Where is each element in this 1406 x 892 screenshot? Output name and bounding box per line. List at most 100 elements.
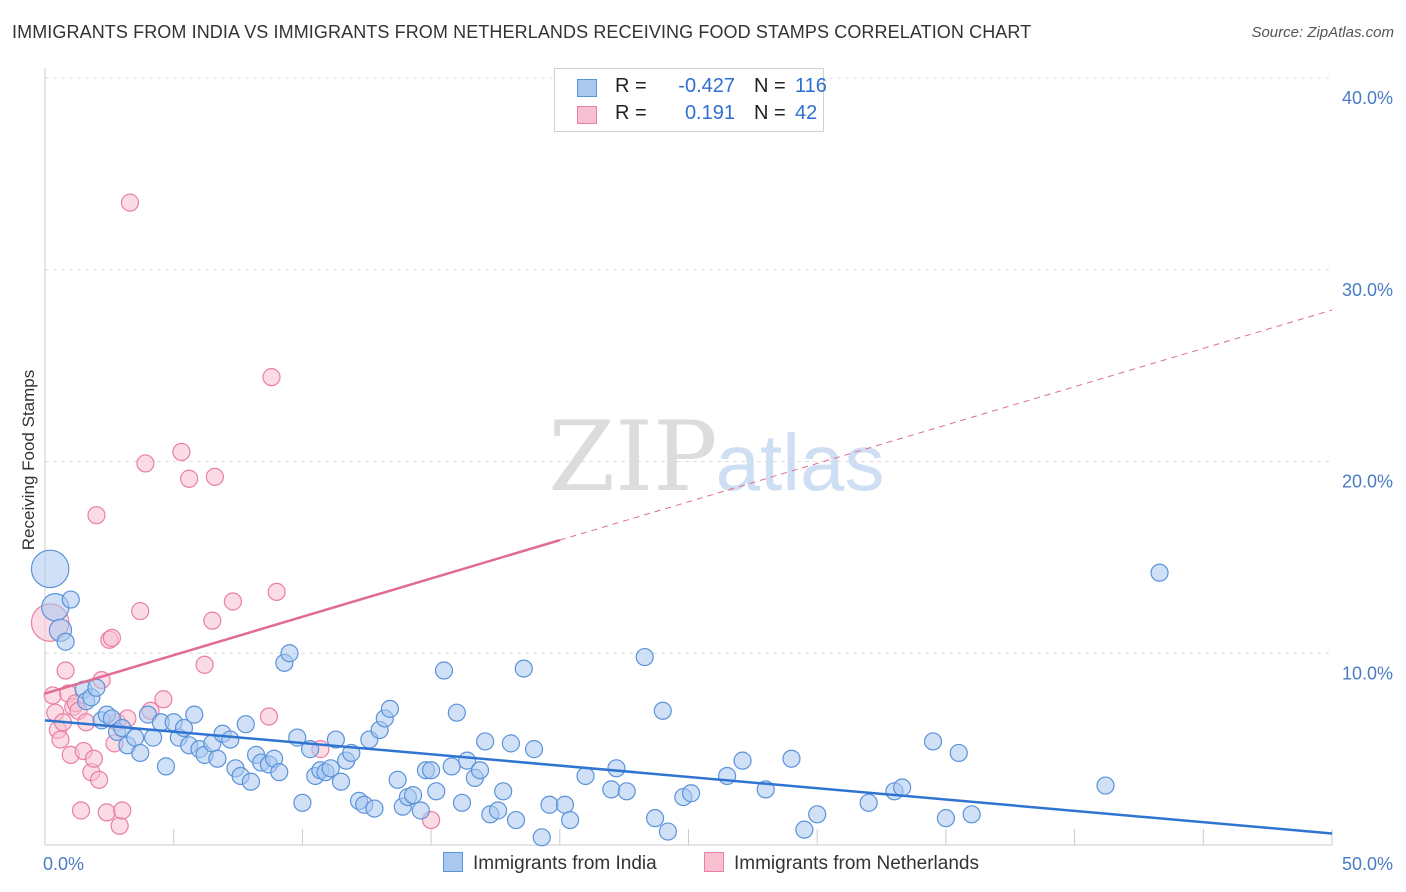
india-point bbox=[208, 749, 227, 768]
netherlands-point bbox=[97, 803, 116, 822]
netherlands-point bbox=[71, 801, 91, 820]
india-point bbox=[447, 703, 466, 722]
legend-n-value: 116 bbox=[795, 75, 827, 97]
india-point bbox=[280, 644, 299, 663]
india-point bbox=[488, 801, 508, 820]
watermark-zip: ZIP bbox=[548, 401, 717, 513]
bottom-legend-netherlands: Immigrants from Netherlands bbox=[704, 852, 979, 875]
india-point bbox=[56, 632, 75, 651]
india-point bbox=[681, 784, 701, 803]
india-point bbox=[185, 705, 204, 724]
india-point bbox=[30, 549, 70, 589]
legend-label-netherlands: Immigrants from Netherlands bbox=[734, 853, 979, 874]
netherlands-point bbox=[84, 749, 104, 768]
axes bbox=[44, 68, 1333, 846]
india-point bbox=[501, 734, 520, 753]
netherlands-point bbox=[180, 469, 199, 488]
netherlands-point bbox=[51, 730, 70, 749]
india-point bbox=[540, 795, 559, 814]
india-point bbox=[144, 728, 163, 747]
y-tick-label: 30.0% bbox=[1342, 280, 1393, 300]
legend-n-label: N = bbox=[754, 102, 786, 124]
legend-r-label: R = bbox=[615, 75, 647, 97]
netherlands-point bbox=[259, 707, 279, 726]
india-point bbox=[422, 761, 441, 780]
legend-r-value: -0.427 bbox=[678, 75, 735, 97]
india-point bbox=[560, 810, 580, 830]
y-axis-label: Receiving Food Stamps bbox=[19, 370, 38, 550]
india-point bbox=[532, 828, 551, 847]
india-point bbox=[476, 732, 495, 751]
netherlands-point bbox=[110, 816, 129, 835]
india-point bbox=[241, 772, 261, 791]
india-point bbox=[893, 778, 912, 797]
watermark: ZIP atlas bbox=[548, 401, 884, 513]
legend-r-label: R = bbox=[615, 102, 647, 124]
netherlands-point bbox=[89, 770, 109, 789]
y-tick-label: 40.0% bbox=[1342, 88, 1393, 108]
india-point bbox=[321, 759, 340, 778]
netherlands-point bbox=[172, 442, 191, 462]
india-point bbox=[808, 805, 827, 824]
watermark-atlas: atlas bbox=[716, 418, 885, 507]
x-tick-label: 50.0% bbox=[1342, 854, 1393, 874]
india-point bbox=[949, 743, 968, 763]
netherlands-point bbox=[262, 368, 281, 387]
india-point bbox=[635, 647, 654, 667]
india-point bbox=[380, 699, 400, 718]
india-point bbox=[859, 793, 878, 812]
netherlands-point bbox=[113, 801, 132, 820]
india-point bbox=[452, 793, 472, 812]
india-point bbox=[442, 757, 461, 776]
india-points bbox=[30, 549, 1169, 847]
india-point bbox=[923, 732, 943, 751]
netherlands-trend-line bbox=[44, 538, 561, 695]
india-point bbox=[87, 678, 106, 697]
legend-swatch-india bbox=[443, 852, 463, 872]
india-point bbox=[156, 757, 176, 776]
india-point bbox=[607, 759, 626, 778]
legend-swatch-india bbox=[577, 79, 597, 97]
india-point bbox=[733, 751, 752, 770]
india-point bbox=[795, 820, 814, 839]
netherlands-point bbox=[102, 628, 122, 648]
india-point bbox=[514, 659, 533, 678]
india-point bbox=[434, 661, 454, 680]
india-point bbox=[326, 730, 345, 749]
netherlands-point bbox=[203, 611, 222, 630]
legend-r-value: 0.191 bbox=[684, 102, 735, 124]
india-point bbox=[782, 749, 801, 768]
india-point bbox=[1096, 776, 1115, 795]
netherlands-point bbox=[223, 592, 243, 611]
india-point bbox=[236, 715, 255, 734]
india-trend-line bbox=[44, 719, 1333, 835]
netherlands-point bbox=[131, 601, 150, 621]
netherlands-point bbox=[267, 582, 286, 601]
gridlines bbox=[45, 77, 1332, 654]
india-point bbox=[221, 730, 240, 749]
india-point bbox=[270, 763, 289, 782]
india-point bbox=[645, 809, 665, 828]
india-point bbox=[403, 786, 423, 805]
legend-swatch-netherlands bbox=[577, 106, 597, 124]
india-point bbox=[506, 810, 526, 830]
india-point bbox=[524, 740, 544, 759]
trend-lines bbox=[44, 309, 1333, 835]
netherlands-point bbox=[195, 655, 214, 674]
y-tick-label: 10.0% bbox=[1342, 663, 1393, 683]
india-point bbox=[494, 782, 513, 801]
india-point bbox=[61, 590, 80, 609]
india-point bbox=[411, 801, 430, 820]
india-point bbox=[1150, 563, 1169, 582]
india-point bbox=[653, 701, 672, 720]
india-point bbox=[602, 780, 621, 799]
india-point bbox=[658, 822, 678, 841]
y-tick-label: 20.0% bbox=[1342, 472, 1393, 492]
india-point bbox=[555, 795, 575, 814]
india-point bbox=[962, 805, 981, 824]
legend-n-label: N = bbox=[754, 75, 786, 97]
india-point bbox=[470, 761, 490, 780]
netherlands-point bbox=[205, 467, 224, 486]
india-point bbox=[576, 766, 595, 786]
